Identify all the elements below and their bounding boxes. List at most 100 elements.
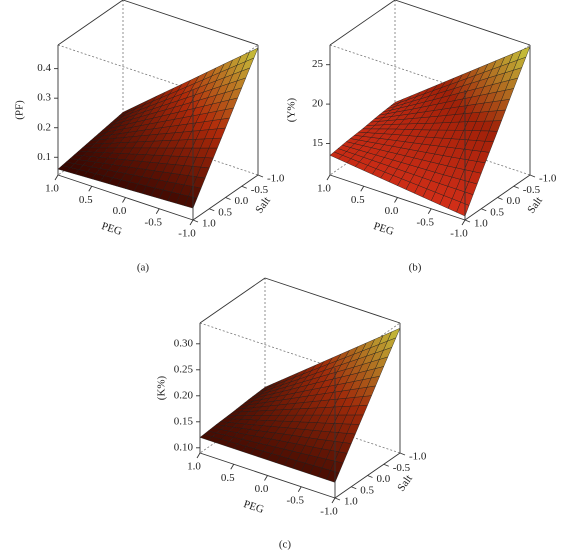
y-tick bbox=[192, 219, 199, 223]
surface-cell bbox=[300, 438, 352, 483]
surface-cell bbox=[267, 433, 318, 472]
surface-cell bbox=[412, 74, 463, 110]
surface-cell bbox=[248, 372, 299, 400]
x-tick-label: -0.5 bbox=[145, 216, 163, 228]
box-edge bbox=[329, 0, 396, 46]
y-tick-label: 1.0 bbox=[344, 496, 358, 508]
x-tick-label: -1.0 bbox=[320, 506, 338, 518]
surface-facet bbox=[228, 87, 243, 101]
surface-cell bbox=[125, 161, 176, 199]
x-tick bbox=[54, 174, 59, 181]
z-axis-label: (Y%) bbox=[286, 97, 298, 122]
x-tick bbox=[230, 464, 235, 470]
y-tick-label: 0.5 bbox=[490, 206, 504, 218]
surface-cell bbox=[281, 357, 334, 392]
surface-cell bbox=[157, 97, 209, 135]
surface-cell bbox=[445, 60, 497, 103]
surface-cell bbox=[349, 327, 401, 376]
y-tick bbox=[257, 174, 264, 178]
y-tick-label: 1.0 bbox=[202, 218, 216, 230]
box-edge bbox=[122, 0, 259, 46]
y-tick-label: -0.5 bbox=[251, 184, 269, 196]
surface-cell bbox=[199, 424, 251, 449]
z-tick-label: 0.20 bbox=[174, 389, 194, 401]
surface-cell bbox=[89, 116, 142, 141]
surface-cell bbox=[378, 87, 430, 116]
surface-cell bbox=[173, 63, 225, 108]
surface-cell bbox=[333, 366, 385, 408]
x-tick bbox=[189, 219, 194, 226]
z-axis-label: (PF) bbox=[14, 100, 26, 120]
x-tick bbox=[297, 486, 302, 492]
z-tick-label: 0.3 bbox=[37, 92, 51, 104]
y-tick-label: 0.5 bbox=[360, 484, 374, 496]
y-tick-label: 1.0 bbox=[474, 218, 488, 230]
y-tick-label: -1.0 bbox=[539, 173, 557, 185]
y-tick bbox=[481, 208, 487, 212]
y-tick bbox=[529, 174, 536, 178]
x-tick bbox=[427, 208, 432, 214]
panel-caption: (a) bbox=[137, 262, 150, 274]
y-tick-label: -0.5 bbox=[393, 462, 411, 474]
panel: 0.100.150.200.250.30(K%)1.00.50.0-0.5-1.… bbox=[156, 277, 427, 518]
x-tick-label: 0.0 bbox=[385, 205, 399, 217]
x-tick-label: -0.5 bbox=[287, 494, 305, 506]
z-tick-label: 0.30 bbox=[174, 337, 194, 349]
surface-facet bbox=[212, 127, 226, 139]
y-tick bbox=[209, 208, 215, 212]
y-axis-label: Salt bbox=[253, 195, 273, 216]
box-edge-hidden bbox=[199, 322, 336, 369]
surface-cell bbox=[91, 157, 143, 189]
box-edge-hidden bbox=[57, 44, 194, 91]
x-tick-label: 0.5 bbox=[221, 472, 235, 484]
box-edge bbox=[264, 277, 401, 324]
x-axis-label: PEG bbox=[100, 220, 124, 238]
surface-cell bbox=[397, 157, 448, 202]
x-tick bbox=[331, 497, 336, 504]
z-tick-label: 0.4 bbox=[37, 62, 51, 74]
z-tick-label: 15 bbox=[312, 137, 324, 149]
x-tick bbox=[394, 197, 398, 203]
x-tick-label: -0.5 bbox=[417, 216, 435, 228]
surface-cell bbox=[315, 342, 367, 384]
x-tick bbox=[122, 197, 126, 203]
surface-cell bbox=[363, 149, 415, 186]
y-tick-label: -1.0 bbox=[409, 451, 427, 463]
y-tick bbox=[367, 475, 373, 478]
x-tick-label: -1.0 bbox=[450, 228, 468, 240]
surface-facet bbox=[500, 88, 515, 101]
surface-cell bbox=[379, 128, 431, 159]
surface-cell bbox=[463, 88, 515, 132]
x-tick-label: 1.0 bbox=[317, 183, 331, 195]
y-tick bbox=[383, 463, 389, 467]
x-tick bbox=[461, 219, 466, 226]
surface-facet bbox=[484, 130, 498, 143]
surface-cell bbox=[265, 382, 317, 411]
y-tick bbox=[497, 197, 503, 200]
y-tick bbox=[225, 197, 231, 200]
x-tick bbox=[88, 186, 93, 192]
surface-cell bbox=[231, 391, 284, 413]
surface-cell bbox=[479, 46, 531, 96]
x-tick bbox=[326, 174, 331, 181]
y-tick-label: 0.5 bbox=[218, 206, 232, 218]
box-edge bbox=[57, 0, 124, 46]
box-edge bbox=[394, 0, 531, 46]
surface-facet bbox=[196, 166, 210, 179]
x-tick bbox=[264, 475, 268, 481]
panel-caption: (b) bbox=[409, 262, 422, 274]
x-tick-label: 0.5 bbox=[79, 194, 93, 206]
surface-facet bbox=[370, 366, 385, 379]
z-tick-label: 0.10 bbox=[174, 441, 194, 453]
z-axis-label: (K%) bbox=[156, 375, 168, 400]
y-tick bbox=[351, 486, 357, 490]
x-tick bbox=[360, 186, 365, 192]
y-tick-label: 0.0 bbox=[507, 195, 521, 207]
surface-cell bbox=[106, 95, 157, 127]
surface-cell bbox=[413, 129, 465, 167]
surface-cell bbox=[317, 405, 368, 444]
surface-cell bbox=[299, 374, 351, 410]
x-tick-label: 0.0 bbox=[255, 483, 269, 495]
z-tick-label: 0.15 bbox=[174, 415, 194, 427]
